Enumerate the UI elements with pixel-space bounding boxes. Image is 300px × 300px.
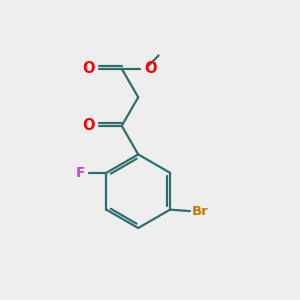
Text: O: O <box>82 61 95 76</box>
Text: Br: Br <box>191 205 208 218</box>
Text: F: F <box>76 166 85 180</box>
Text: O: O <box>144 61 156 76</box>
Text: O: O <box>82 118 95 134</box>
